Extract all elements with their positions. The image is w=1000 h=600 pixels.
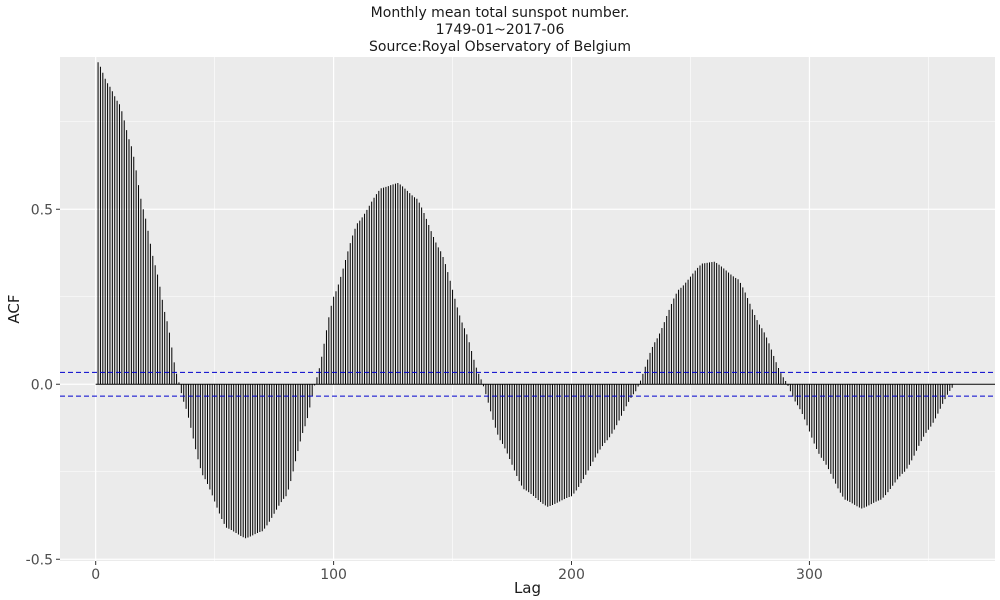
chart-title-line-3: Source:Royal Observatory of Belgium: [369, 39, 631, 55]
y-tick-label: -0.5: [26, 552, 53, 568]
minor-grid: [60, 57, 995, 561]
x-tick-label: 0: [91, 567, 100, 583]
acf-bars: [97, 62, 953, 539]
y-tick-label: 0.0: [31, 377, 53, 393]
x-axis-title: Lag: [514, 579, 541, 597]
chart-title-line-1: Monthly mean total sunspot number.: [370, 5, 630, 21]
chart-title-line-2: 1749-01~2017-06: [435, 22, 565, 38]
plot-panel: [60, 57, 995, 561]
y-tick-label: 0.5: [31, 202, 53, 218]
x-axis: 0 100 200 300: [91, 561, 823, 583]
y-axis-title: ACF: [5, 294, 23, 323]
y-axis: -0.5 0.0 0.5: [26, 202, 60, 568]
x-tick-label: 100: [320, 567, 347, 583]
x-tick-label: 300: [796, 567, 823, 583]
x-tick-label: 200: [558, 567, 585, 583]
